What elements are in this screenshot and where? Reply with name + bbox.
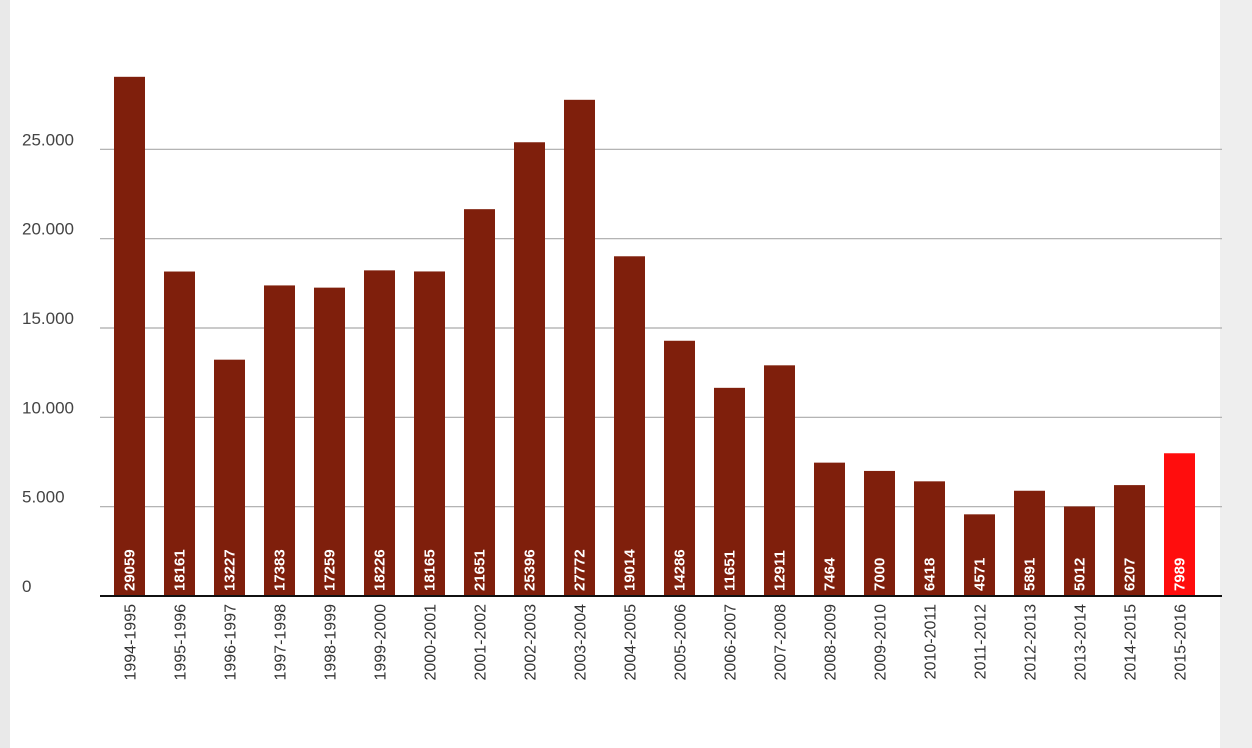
bar bbox=[814, 462, 845, 596]
bar-value-label: 7000 bbox=[872, 558, 889, 591]
x-tick-label: 2006-2007 bbox=[723, 604, 740, 681]
bar-value-label: 14286 bbox=[672, 549, 689, 591]
bar-value-label: 6207 bbox=[1122, 558, 1139, 591]
bar-value-label: 19014 bbox=[622, 549, 639, 591]
bar bbox=[114, 76, 145, 597]
left-edge-strip bbox=[0, 0, 10, 748]
y-axis-ticks: 0 5.000 10.000 15.000 20.000 25.000 bbox=[22, 130, 74, 596]
bar-value-label: 5012 bbox=[1072, 558, 1089, 591]
bar bbox=[764, 365, 795, 596]
bar bbox=[214, 359, 245, 596]
y-tick-label: 5.000 bbox=[22, 488, 65, 507]
bar bbox=[364, 270, 395, 596]
x-tick-label: 2011-2012 bbox=[973, 604, 990, 679]
bar-value-label: 17259 bbox=[322, 549, 339, 591]
x-tick-label: 2008-2009 bbox=[823, 604, 840, 681]
x-axis-ticks: 1994-1995 1995-1996 1996-1997 1997-1998 1998… bbox=[123, 604, 1190, 681]
y-tick-label: 15.000 bbox=[22, 309, 74, 328]
x-tick-label: 2014-2015 bbox=[1123, 604, 1140, 681]
x-tick-label: 1998-1999 bbox=[323, 604, 340, 681]
bar bbox=[914, 481, 945, 596]
x-tick-label: 1995-1996 bbox=[173, 604, 190, 681]
x-tick-label: 2005-2006 bbox=[673, 604, 690, 681]
bar bbox=[314, 287, 345, 596]
bar bbox=[264, 285, 295, 596]
y-tick-label: 0 bbox=[22, 577, 31, 596]
bar-value-label: 29059 bbox=[122, 549, 139, 591]
bar-value-label: 18161 bbox=[172, 549, 189, 591]
x-tick-label: 2009-2010 bbox=[873, 604, 890, 681]
bar-value-label: 5891 bbox=[1022, 558, 1039, 591]
bar bbox=[514, 142, 545, 597]
x-tick-label: 2015-2016 bbox=[1173, 604, 1190, 681]
x-tick-label: 2001-2002 bbox=[473, 604, 490, 681]
x-tick-label: 2007-2008 bbox=[773, 604, 790, 681]
x-tick-label: 1997-1998 bbox=[273, 604, 290, 681]
bar bbox=[464, 209, 495, 596]
bar bbox=[1164, 453, 1195, 596]
x-tick-label: 2002-2003 bbox=[523, 604, 540, 681]
x-tick-label: 2004-2005 bbox=[623, 604, 640, 681]
bar bbox=[964, 514, 995, 596]
x-tick-label: 1996-1997 bbox=[223, 604, 240, 681]
right-edge-strip bbox=[1220, 0, 1252, 748]
bar bbox=[164, 271, 195, 596]
x-tick-label: 1994-1995 bbox=[123, 604, 140, 681]
x-tick-label: 1999-2000 bbox=[373, 604, 390, 681]
bar bbox=[614, 256, 645, 596]
y-tick-label: 20.000 bbox=[22, 220, 74, 239]
bar bbox=[1114, 485, 1145, 596]
bar-value-label: 25396 bbox=[522, 549, 539, 591]
x-tick-label: 2012-2013 bbox=[1023, 604, 1040, 681]
x-tick-label: 2003-2004 bbox=[573, 604, 590, 681]
bar-value-label: 7464 bbox=[822, 557, 839, 591]
bar-value-label: 7989 bbox=[1172, 558, 1189, 591]
bar bbox=[864, 470, 895, 596]
x-tick-label: 2013-2014 bbox=[1073, 604, 1090, 681]
bars bbox=[114, 76, 1195, 597]
bar-value-label: 4571 bbox=[972, 558, 989, 591]
x-tick-label: 2010-2011 bbox=[923, 604, 940, 679]
bar-value-label: 6418 bbox=[922, 558, 939, 591]
bar-value-label: 27772 bbox=[572, 549, 589, 591]
bar bbox=[664, 340, 695, 596]
bar bbox=[1064, 506, 1095, 596]
bar-value-label: 18165 bbox=[422, 549, 439, 591]
bar-value-labels: 29059 18161 13227 17383 17259 18226 18165 21651… bbox=[122, 549, 1189, 591]
bar-value-label: 17383 bbox=[272, 549, 289, 591]
x-tick-label: 2000-2001 bbox=[423, 604, 440, 681]
y-tick-label: 25.000 bbox=[22, 130, 74, 149]
bar-value-label: 11651 bbox=[722, 550, 739, 591]
bar bbox=[564, 99, 595, 596]
bar-value-label: 18226 bbox=[372, 549, 389, 591]
bar-value-label: 21651 bbox=[472, 549, 489, 591]
bar-value-label: 12911 bbox=[772, 550, 789, 591]
bar bbox=[714, 387, 745, 596]
bar bbox=[414, 271, 445, 596]
y-tick-label: 10.000 bbox=[22, 398, 74, 417]
bar-value-label: 13227 bbox=[222, 549, 239, 591]
bar bbox=[1014, 490, 1045, 596]
